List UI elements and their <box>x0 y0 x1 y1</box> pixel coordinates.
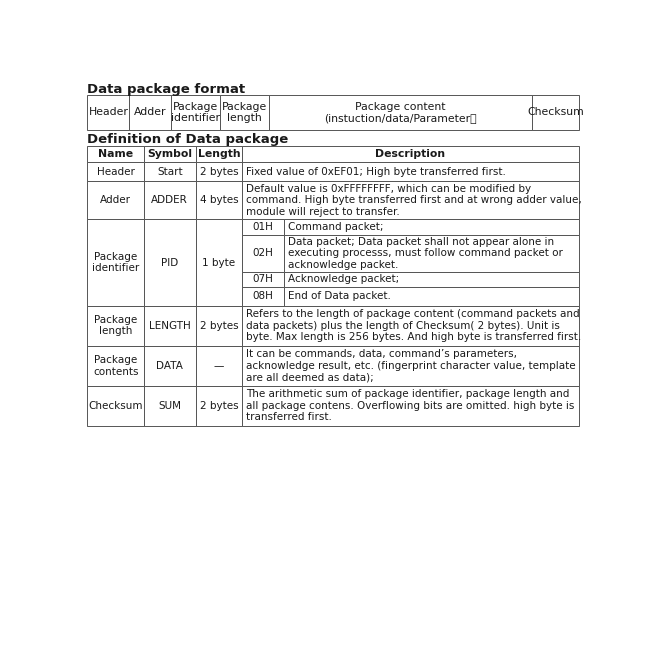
Text: Adder: Adder <box>100 195 131 205</box>
Text: Data package format: Data package format <box>88 83 246 96</box>
Text: LENGTH: LENGTH <box>149 321 190 330</box>
Bar <box>196 346 242 386</box>
Bar <box>242 346 578 386</box>
Bar <box>196 386 242 426</box>
Text: Package
length: Package length <box>222 102 267 123</box>
Bar <box>242 181 578 220</box>
Bar <box>88 346 144 386</box>
Text: Package
contents: Package contents <box>93 355 138 376</box>
Bar <box>242 272 284 287</box>
Bar <box>88 306 144 346</box>
Text: 4 bytes: 4 bytes <box>200 195 238 205</box>
Text: 01H: 01H <box>253 222 274 232</box>
Text: Data packet; Data packet shall not appear alone in
executing processs, must foll: Data packet; Data packet shall not appea… <box>288 237 563 270</box>
Bar <box>284 220 578 235</box>
Text: Command packet;: Command packet; <box>288 222 384 232</box>
Bar <box>220 95 269 130</box>
Bar <box>144 163 196 181</box>
Bar <box>284 287 578 306</box>
Bar <box>171 95 220 130</box>
Text: Name: Name <box>98 149 133 159</box>
Bar <box>196 163 242 181</box>
Text: Symbol: Symbol <box>148 149 192 159</box>
Bar <box>144 306 196 346</box>
Text: Description: Description <box>376 149 446 159</box>
Bar <box>242 386 578 426</box>
Bar <box>242 146 578 163</box>
Bar <box>196 220 242 306</box>
Text: Definition of Data package: Definition of Data package <box>88 133 289 146</box>
Text: ADDER: ADDER <box>151 195 188 205</box>
Text: Length: Length <box>198 149 240 159</box>
Text: Checksum: Checksum <box>527 108 584 117</box>
Bar <box>196 146 242 163</box>
Text: PID: PID <box>161 257 178 268</box>
Bar <box>532 95 579 130</box>
Bar <box>88 386 144 426</box>
Bar <box>88 163 144 181</box>
Text: Refers to the length of package content (command packets and
data packets) plus : Refers to the length of package content … <box>246 309 581 342</box>
Bar <box>144 220 196 306</box>
Bar <box>88 181 144 220</box>
Text: 1 byte: 1 byte <box>202 257 235 268</box>
Bar <box>196 181 242 220</box>
Text: 2 bytes: 2 bytes <box>200 167 238 177</box>
Text: Package
length: Package length <box>94 315 137 336</box>
Text: Checksum: Checksum <box>88 400 143 411</box>
Bar <box>88 146 144 163</box>
Bar <box>88 95 129 130</box>
Bar <box>144 146 196 163</box>
Bar <box>284 235 578 272</box>
Bar <box>242 306 578 346</box>
Bar <box>242 287 284 306</box>
Text: 07H: 07H <box>253 275 274 284</box>
Text: Default value is 0xFFFFFFFF, which can be modified by
command. High byte transfe: Default value is 0xFFFFFFFF, which can b… <box>246 183 582 217</box>
Text: Start: Start <box>157 167 183 177</box>
Text: 02H: 02H <box>253 248 274 259</box>
Text: 2 bytes: 2 bytes <box>200 400 238 411</box>
Text: Package content
(instuction/data/Parameter）: Package content (instuction/data/Paramet… <box>324 102 477 123</box>
Bar <box>242 220 284 235</box>
Bar <box>129 95 171 130</box>
Text: Header: Header <box>97 167 135 177</box>
Bar <box>88 220 144 306</box>
Text: SUM: SUM <box>158 400 181 411</box>
Bar <box>284 272 578 287</box>
Text: Acknowledge packet;: Acknowledge packet; <box>288 275 399 284</box>
Text: End of Data packet.: End of Data packet. <box>288 292 391 301</box>
Bar <box>144 181 196 220</box>
Bar <box>144 346 196 386</box>
Text: DATA: DATA <box>156 361 183 371</box>
Text: Header: Header <box>88 108 128 117</box>
Bar <box>242 235 284 272</box>
Text: Package
identifier: Package identifier <box>171 102 220 123</box>
Text: 2 bytes: 2 bytes <box>200 321 238 330</box>
Bar <box>196 306 242 346</box>
Bar <box>269 95 532 130</box>
Text: —: — <box>214 361 224 371</box>
Text: Package
identifier: Package identifier <box>92 252 139 273</box>
Text: Fixed value of 0xEF01; High byte transferred first.: Fixed value of 0xEF01; High byte transfe… <box>246 167 506 177</box>
Text: It can be commands, data, command’s parameters,
acknowledge result, etc. (finger: It can be commands, data, command’s para… <box>246 349 576 382</box>
Text: 08H: 08H <box>253 292 274 301</box>
Text: Adder: Adder <box>134 108 166 117</box>
Bar <box>242 163 578 181</box>
Text: The arithmetic sum of package identifier, package length and
all package contens: The arithmetic sum of package identifier… <box>246 389 575 422</box>
Bar <box>144 386 196 426</box>
